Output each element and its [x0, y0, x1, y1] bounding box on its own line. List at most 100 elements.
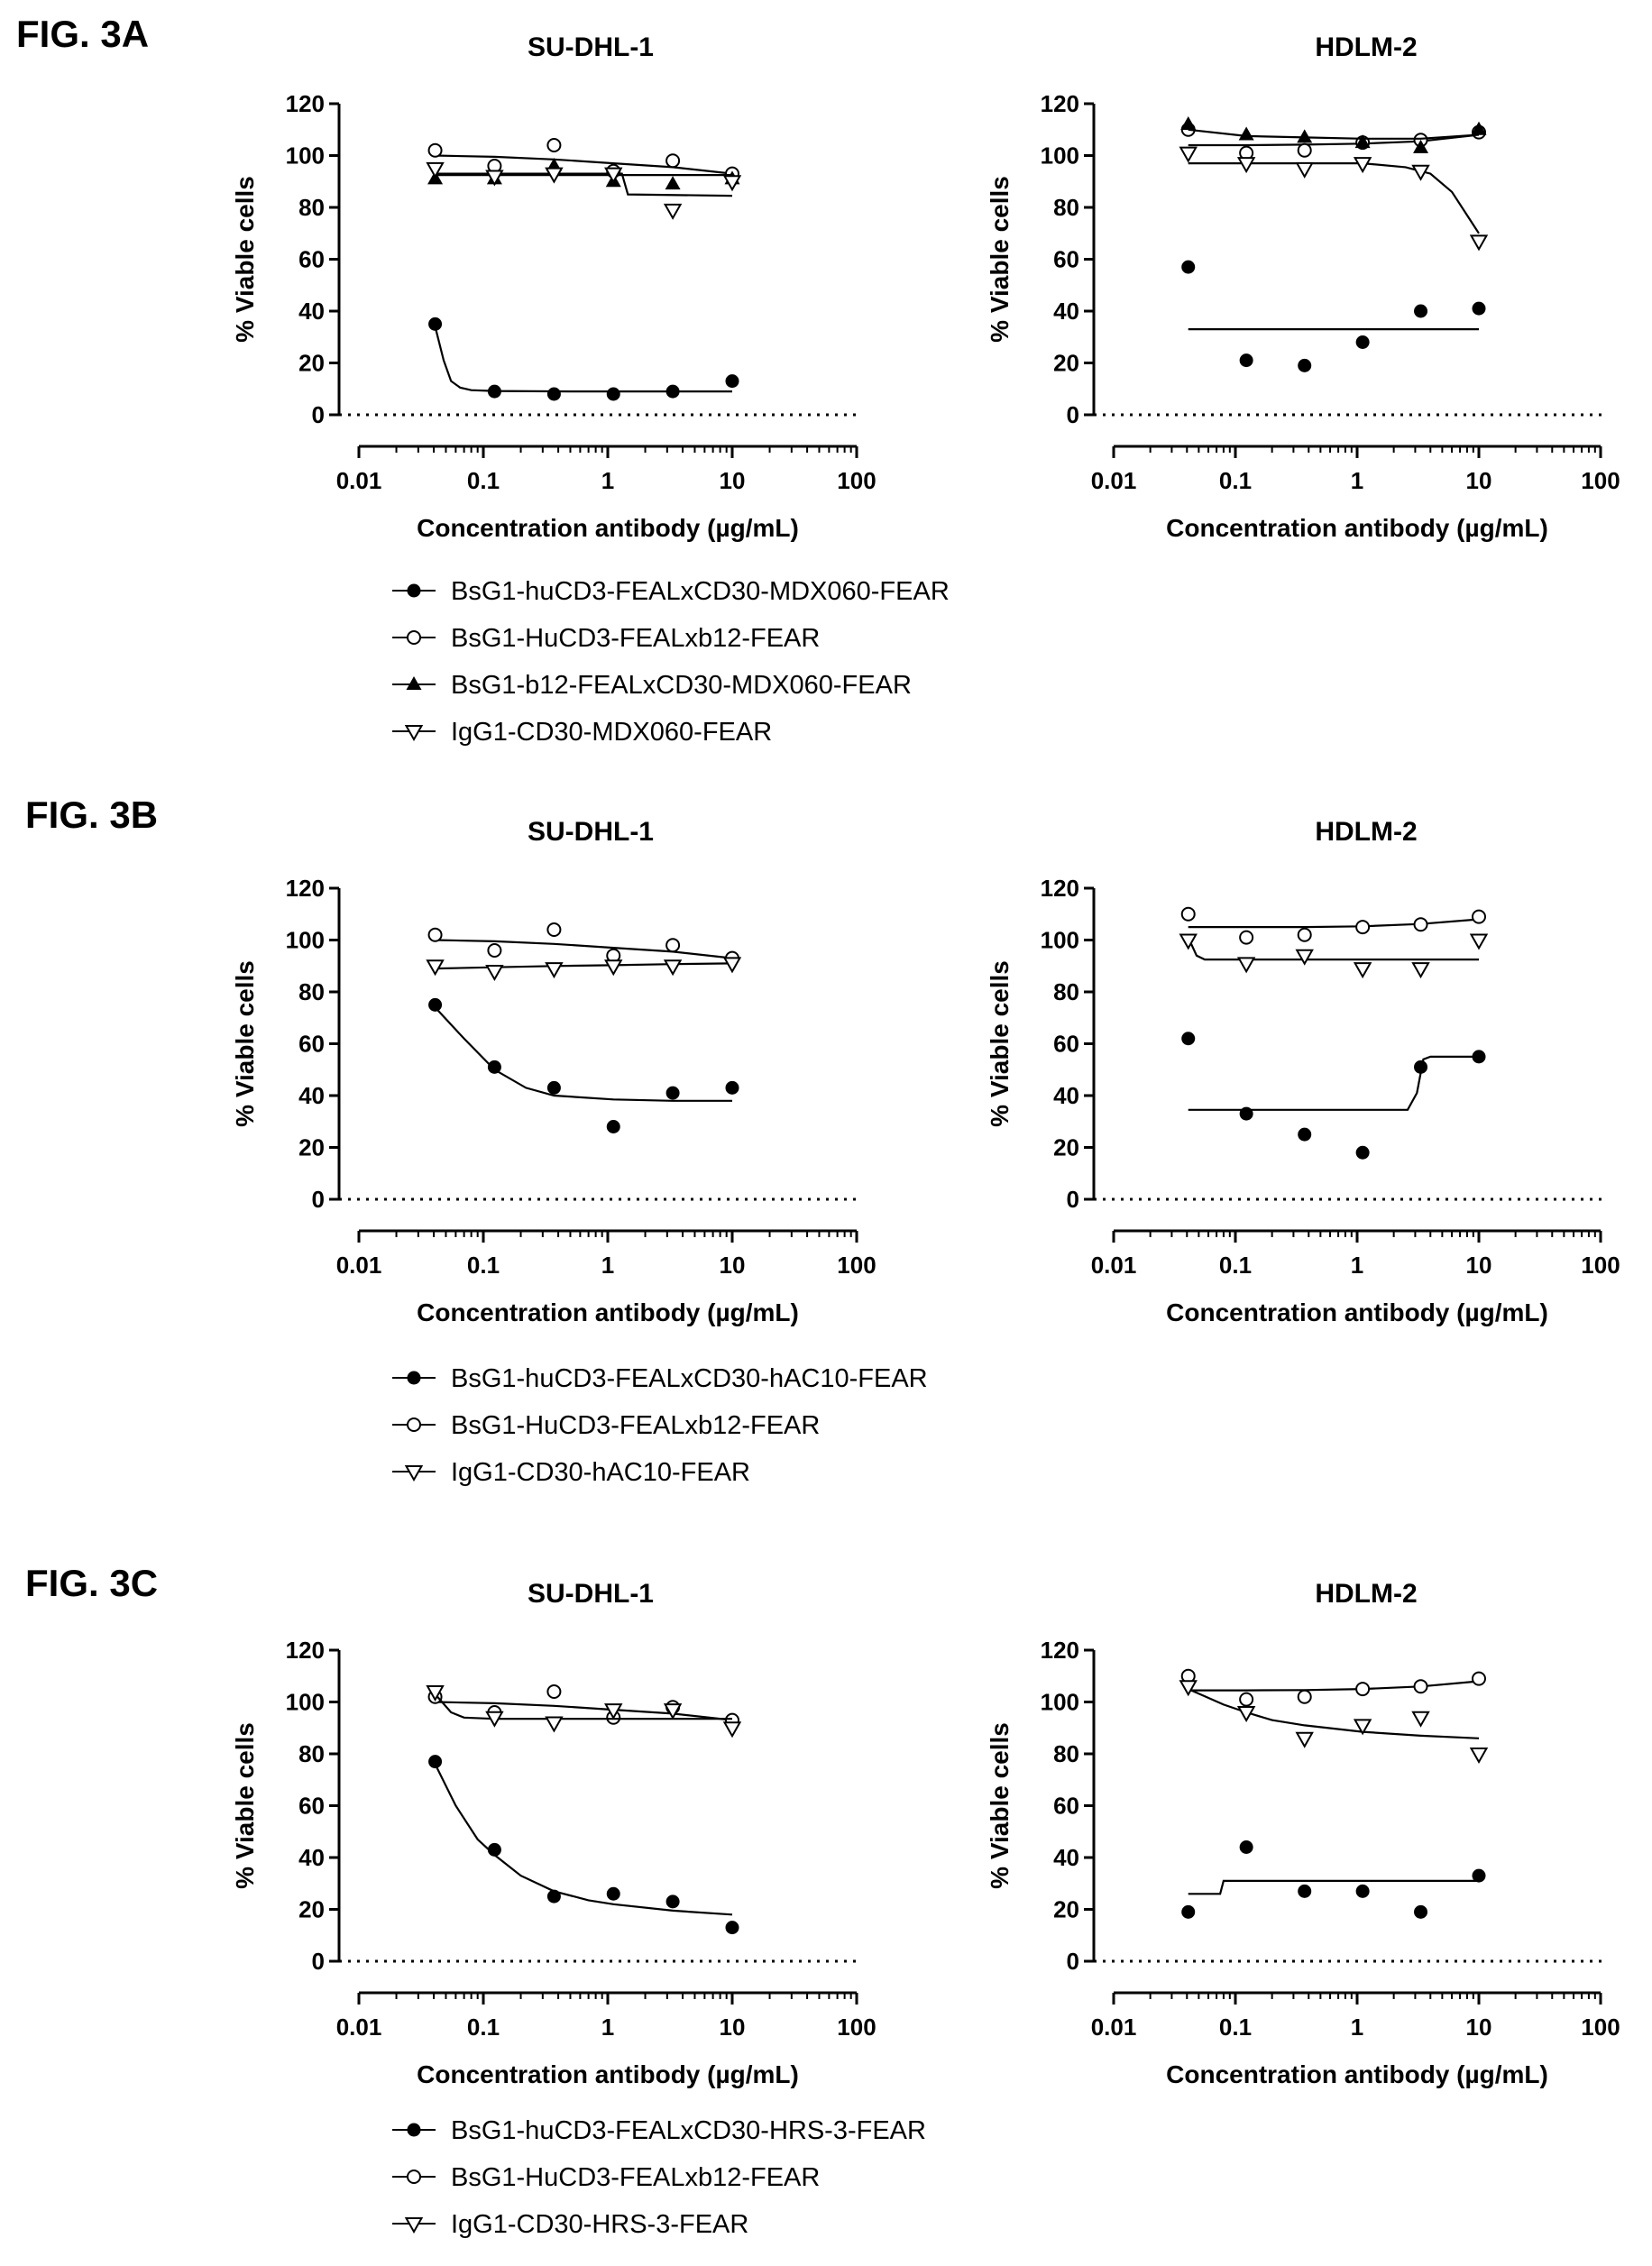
marker-shape: [485, 170, 504, 187]
x-tick-label: 10: [1466, 1252, 1492, 1279]
marker-shape: [1181, 1904, 1196, 1919]
marker-shape: [1469, 1748, 1489, 1765]
y-tick-label: 0: [1067, 1948, 1079, 1975]
x-tick-label: 10: [1466, 2014, 1492, 2041]
marker-shape: [1295, 1731, 1314, 1748]
data-point: [1297, 142, 1312, 158]
legend-label: IgG1-CD30-hAC10-FEAR: [451, 1458, 750, 1487]
data-point: [1411, 1711, 1430, 1728]
legend-2: BsG1-huCD3-FEALxCD30-HRS-3-FEAR BsG1-HuCD…: [392, 2116, 926, 2239]
fit-curve: [434, 326, 732, 393]
x-tick-label: 100: [837, 467, 876, 494]
y-tick-label: 60: [298, 1031, 325, 1058]
fit-curve: [1188, 133, 1480, 147]
data-point: [545, 962, 564, 979]
data-point: [1298, 1884, 1312, 1898]
data-point: [722, 957, 742, 974]
marker-shape: [722, 957, 742, 974]
data-point: [1469, 1748, 1489, 1765]
y-tick-label: 20: [298, 1134, 325, 1161]
x-tick-label: 0.1: [1219, 467, 1252, 494]
data-point: [1295, 1731, 1314, 1748]
data-point: [1180, 906, 1196, 922]
data-point: [665, 384, 680, 399]
marker-shape: [1239, 353, 1253, 368]
data-point: [606, 387, 620, 401]
x-tick-label: 1: [601, 1252, 614, 1279]
fit-curve: [1188, 918, 1480, 929]
x-tick-label: 10: [720, 467, 746, 494]
y-axis-label: % Viable cells: [986, 176, 1014, 343]
marker-shape: [1414, 1904, 1428, 1919]
y-tick-label: 60: [1053, 246, 1079, 273]
marker-shape: [1297, 927, 1312, 942]
y-tick-label: 100: [1041, 927, 1079, 954]
marker-shape: [1353, 157, 1372, 174]
chart-0-right: HDLM-2 0 20 40 60 80 100 120 % Viable cells 0.01 0…: [986, 32, 1620, 542]
x-tick-label: 1: [601, 467, 614, 494]
marker-shape: [604, 167, 623, 184]
marker-shape: [1413, 1679, 1428, 1694]
marker-shape: [1411, 164, 1430, 181]
fit-curve: [1188, 1680, 1480, 1692]
data-point: [1353, 1719, 1372, 1736]
chart-title: HDLM-2: [1315, 1579, 1417, 1609]
x-tick-label: 0.01: [336, 2014, 382, 2041]
y-tick-label: 0: [312, 1948, 325, 1975]
data-point: [1414, 304, 1428, 318]
marker-shape: [722, 1721, 742, 1738]
data-point: [1181, 1032, 1196, 1046]
marker-shape: [1355, 920, 1371, 935]
legend-item: BsG1-huCD3-FEALxCD30-hAC10-FEAR: [392, 1364, 928, 1393]
marker-shape: [428, 997, 443, 1012]
marker-shape: [663, 203, 683, 220]
data-point: [1298, 1127, 1312, 1142]
data-point: [1355, 335, 1370, 349]
legend-item: BsG1-HuCD3-FEALxb12-FEAR: [392, 624, 820, 653]
y-tick-label: 0: [1067, 1186, 1079, 1213]
y-axis-label: % Viable cells: [231, 1722, 259, 1889]
marker-shape: [546, 1889, 561, 1904]
data-point: [487, 1842, 501, 1857]
marker-shape: [407, 1371, 421, 1385]
x-axis-label: Concentration antibody (µg/mL): [417, 1298, 799, 1326]
legend-label: IgG1-CD30-HRS-3-FEAR: [451, 2210, 748, 2239]
chart-title: SU-DHL-1: [528, 817, 654, 847]
marker-shape: [1355, 1145, 1370, 1160]
data-point: [665, 1894, 680, 1909]
data-point: [665, 153, 681, 169]
marker-shape: [663, 959, 683, 977]
marker-shape: [1295, 161, 1314, 179]
data-point: [428, 1755, 443, 1769]
data-point: [1295, 161, 1314, 179]
chart-1-left: SU-DHL-1 0 20 40 60 80 100 120 % Viable cells 0.0…: [231, 817, 876, 1326]
x-tick-label: 0.1: [467, 467, 500, 494]
fit-curve: [434, 1006, 732, 1102]
x-axis-label: Concentration antibody (µg/mL): [417, 2060, 799, 2088]
marker-shape: [406, 676, 422, 690]
data-point: [1239, 930, 1254, 945]
legend-item: BsG1-HuCD3-FEALxb12-FEAR: [392, 1411, 820, 1440]
marker-shape: [487, 943, 502, 958]
legend-label: BsG1-HuCD3-FEALxb12-FEAR: [451, 2163, 820, 2192]
x-tick-label: 1: [1351, 467, 1363, 494]
marker-shape: [428, 1755, 443, 1769]
marker-shape: [1297, 1689, 1312, 1704]
marker-shape: [426, 161, 445, 179]
data-point: [485, 1711, 504, 1728]
legend-label: BsG1-huCD3-FEALxCD30-MDX060-FEAR: [451, 577, 950, 606]
data-point: [1353, 962, 1372, 979]
chart-title: SU-DHL-1: [528, 32, 654, 62]
data-point: [1180, 116, 1197, 130]
marker-shape: [725, 374, 739, 389]
data-point: [546, 387, 561, 401]
x-tick-label: 100: [1581, 2014, 1620, 2041]
marker-shape: [427, 142, 443, 158]
data-point: [1179, 146, 1198, 163]
data-point: [606, 1886, 620, 1901]
data-point: [1355, 1884, 1370, 1898]
x-tick-label: 10: [1466, 467, 1492, 494]
marker-shape: [428, 317, 443, 331]
marker-shape: [1353, 1719, 1372, 1736]
marker-shape: [426, 959, 445, 977]
